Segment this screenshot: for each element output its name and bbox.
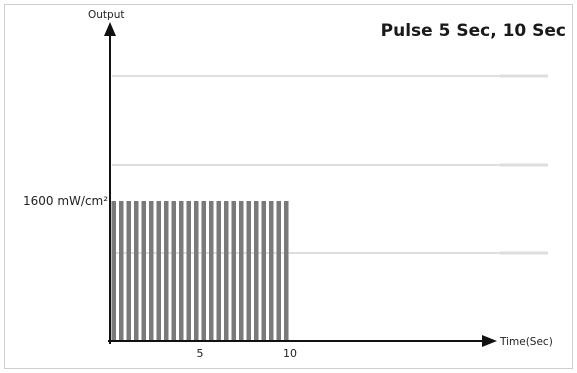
pulse-bar: [164, 201, 169, 341]
pulse-bar: [111, 201, 116, 341]
y-axis-arrow-icon: [104, 22, 116, 36]
y-axis-label: Output: [88, 9, 124, 21]
pulse-bar: [276, 201, 281, 341]
pulse-bar: [126, 201, 131, 341]
pulse-bar: [141, 201, 146, 341]
pulse-bars: [111, 201, 289, 341]
pulse-bar: [156, 201, 161, 341]
pulse-bar: [231, 201, 236, 341]
pulse-bar: [186, 201, 191, 341]
gridlines: [112, 74, 548, 255]
chart-title: Pulse 5 Sec, 10 Sec: [381, 21, 566, 41]
x-axis-arrow-icon: [482, 335, 497, 347]
pulse-bar: [134, 201, 139, 341]
pulse-bar: [149, 201, 154, 341]
pulse-bar: [224, 201, 229, 341]
x-tick-label: 5: [197, 347, 204, 360]
pulse-bar: [239, 201, 244, 341]
x-axis-label: Time(Sec): [499, 336, 553, 348]
pulse-bar: [246, 201, 251, 341]
pulse-bar: [201, 201, 206, 341]
pulse-bar: [284, 201, 289, 341]
pulse-bar: [179, 201, 184, 341]
output-level-label: 1600 mW/cm²: [23, 194, 108, 208]
pulse-bar: [269, 201, 274, 341]
pulse-bar: [216, 201, 221, 341]
pulse-bar: [261, 201, 266, 341]
x-tick-label: 10: [283, 347, 297, 360]
pulse-bar: [194, 201, 199, 341]
pulse-bar: [171, 201, 176, 341]
pulse-bar: [254, 201, 259, 341]
pulse-bar: [209, 201, 214, 341]
x-tick-labels: 5 10: [197, 347, 298, 360]
pulse-bar: [119, 201, 124, 341]
